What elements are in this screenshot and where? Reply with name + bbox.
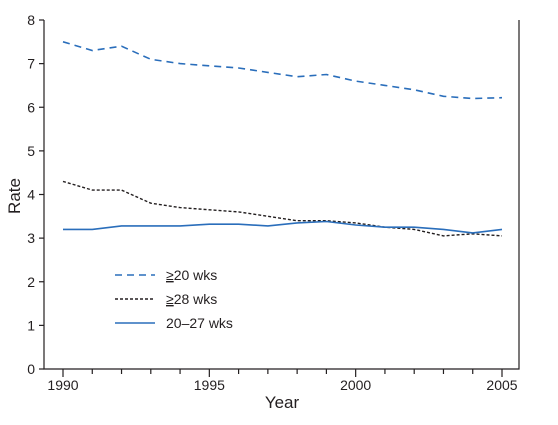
x-tick-label: 2000	[340, 377, 371, 393]
y-tick-label: 5	[27, 143, 35, 159]
series-line-2	[62, 180, 503, 237]
series-line-1	[62, 41, 503, 100]
plot-frame	[43, 20, 520, 370]
legend: ≥20 wks ≥28 wks 20–27 wks	[115, 267, 233, 331]
x-tick-label: 1990	[47, 377, 78, 393]
y-tick-label: 2	[27, 274, 35, 290]
axes: 0 1 2 3 4 5 6 7 8 1990 1995 2000 2005	[27, 12, 520, 393]
y-tick-label: 8	[27, 12, 35, 28]
series-layer	[62, 41, 503, 237]
y-tick-label: 0	[27, 361, 35, 377]
legend-label-2: ≥28 wks	[166, 291, 217, 307]
series-line-3	[63, 220, 503, 234]
y-tick-label: 4	[27, 187, 35, 203]
x-tick-label: 1995	[194, 377, 225, 393]
y-tick-label: 7	[27, 56, 35, 72]
legend-label-1: ≥20 wks	[166, 267, 217, 283]
y-tick-label: 3	[27, 230, 35, 246]
y-axis-title: Rate	[5, 178, 24, 214]
y-tick-label: 6	[27, 99, 35, 115]
x-tick-label: 2005	[486, 377, 517, 393]
x-axis-title: Year	[265, 393, 300, 412]
legend-label-3: 20–27 wks	[166, 315, 233, 331]
y-tick-label: 1	[27, 317, 35, 333]
